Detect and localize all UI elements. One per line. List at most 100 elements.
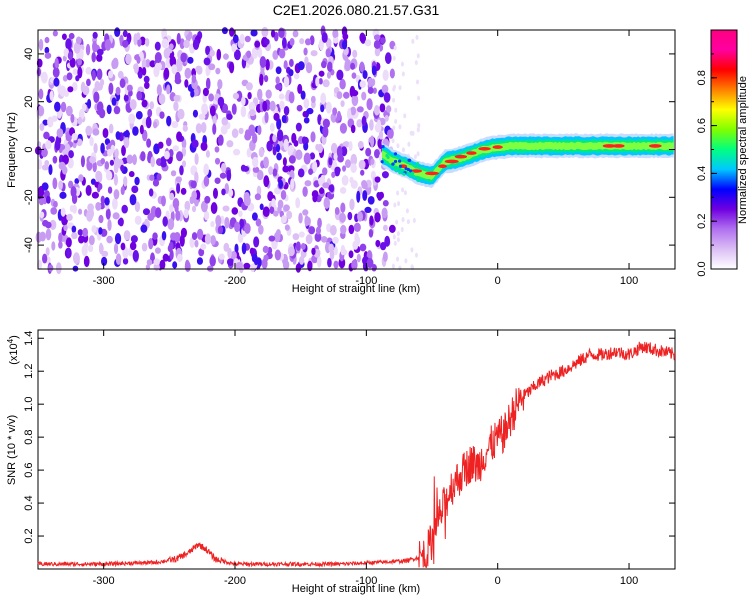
heatmap-cell (382, 200, 389, 207)
heatmap-cell (51, 241, 56, 251)
heatmap-cell (408, 173, 412, 177)
heatmap-cell (411, 171, 415, 175)
heatmap-cell (120, 164, 125, 172)
heatmap-cell (262, 206, 270, 218)
heatmap-cell (164, 150, 170, 160)
heatmap-cell (263, 175, 270, 188)
heatmap-cell (145, 116, 152, 129)
snr-x-label: Height of straight line (km) (292, 583, 420, 595)
heatmap-cell (393, 152, 398, 156)
heatmap-cell (281, 114, 287, 124)
heatmap-cell (348, 224, 355, 235)
heatmap-cell (69, 57, 76, 68)
heatmap-cell (159, 111, 165, 119)
heatmap-cell (388, 224, 396, 233)
heatmap-cell (129, 194, 137, 206)
heatmap-cell (194, 153, 199, 165)
heatmap-cell (384, 115, 389, 122)
snr-frame (37, 329, 676, 570)
heatmap-cell (65, 237, 72, 248)
heatmap-cell (336, 110, 342, 122)
heatmap-cell (128, 171, 135, 178)
heatmap-cell (188, 31, 193, 40)
heatmap-cell (195, 65, 203, 73)
heatmap-cell (351, 72, 357, 79)
heatmap-cell (37, 159, 43, 170)
heatmap-cell (180, 52, 187, 63)
heatmap-cell (158, 93, 166, 105)
heatmap-cell (364, 39, 372, 47)
heatmap-cell (149, 101, 155, 110)
heatmap-cell (52, 155, 58, 164)
heatmap-cell (210, 235, 216, 246)
heatmap-cell (217, 134, 224, 146)
heatmap-cell (191, 74, 197, 84)
heatmap-cell (349, 198, 355, 211)
heatmap-cell (360, 169, 365, 176)
heatmap-cell (52, 177, 58, 190)
heatmap-cell (42, 253, 48, 264)
heatmap-cell (271, 198, 276, 208)
heatmap-cell (283, 60, 288, 70)
heatmap-cell (320, 104, 325, 113)
heatmap-cell (115, 253, 122, 266)
heatmap-cell (215, 215, 222, 227)
heatmap-cell (394, 168, 398, 172)
heatmap-cell (321, 32, 328, 43)
heatmap-cell (144, 81, 150, 90)
colorbar-gradient (711, 30, 737, 269)
heatmap-cell (362, 190, 368, 201)
heatmap-cell (326, 71, 332, 79)
heatmap-cell (241, 242, 247, 255)
heatmap-cell (231, 128, 239, 139)
heatmap-cell (282, 165, 290, 173)
y-tick-label: 1.4 (23, 331, 35, 346)
heatmap-cell (179, 165, 184, 176)
heatmap-cell (407, 158, 411, 162)
heatmap-cell (172, 198, 180, 209)
heatmap-cell (277, 199, 284, 209)
x-tick-label: 100 (620, 575, 638, 587)
heatmap-cell (88, 235, 95, 246)
heatmap-cell (371, 65, 377, 76)
snr-scale-exp: 4 (6, 338, 15, 343)
heatmap-cell (145, 58, 151, 68)
heatmap-cell (350, 124, 356, 134)
heatmap-cell (38, 198, 45, 206)
heatmap-cell (305, 62, 313, 74)
heatmap-cell (72, 204, 77, 214)
heatmap-cell (172, 145, 179, 152)
heatmap-cell (369, 119, 374, 131)
heatmap-cell (61, 33, 67, 40)
heatmap-cell (268, 235, 276, 242)
heatmap-cell (238, 210, 243, 217)
heatmap-cell (361, 115, 367, 127)
heatmap-cell (167, 218, 175, 230)
heatmap-cell (331, 171, 336, 178)
heatmap-cell (141, 99, 148, 108)
heatmap-cell (174, 71, 181, 84)
heatmap-cell (59, 191, 67, 199)
heatmap-cell (192, 109, 199, 118)
heatmap-cell (303, 47, 308, 56)
y-tick-label: 0.8 (23, 429, 35, 444)
heatmap-cell (63, 48, 70, 57)
heatmap-cell (176, 253, 183, 263)
heatmap-cell (320, 236, 328, 243)
heatmap-cell (283, 204, 290, 212)
heatmap-cell (396, 256, 400, 262)
heatmap-cell (45, 247, 50, 256)
heatmap-cell (288, 69, 294, 77)
heatmap-cell (162, 253, 169, 262)
heatmap-cell (113, 174, 118, 186)
heatmap-cell (51, 115, 58, 122)
heatmap-cell (231, 103, 237, 115)
heatmap-cell (292, 30, 299, 38)
heatmap-cell (257, 125, 262, 136)
heatmap-cell (80, 155, 85, 168)
heatmap-cell (261, 258, 268, 270)
heatmap-cell (98, 242, 104, 255)
heatmap-hotspot (438, 164, 447, 169)
heatmap-cell (189, 236, 195, 249)
heatmap-cell (414, 252, 418, 258)
